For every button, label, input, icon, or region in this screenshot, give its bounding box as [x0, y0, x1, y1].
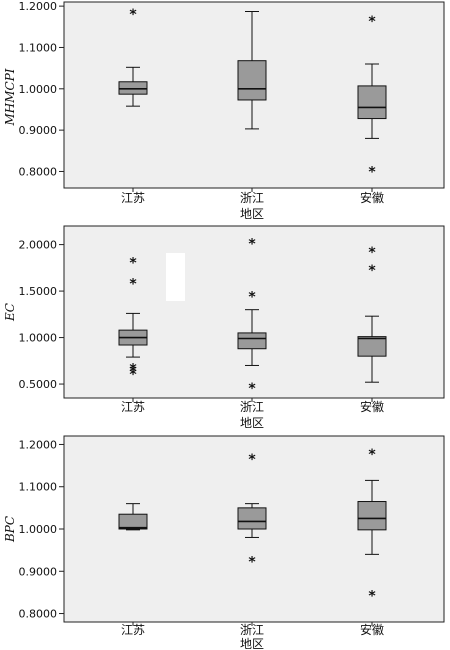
outlier-jiangsu: *	[129, 277, 137, 293]
x-tick-label-jiangsu: 江苏	[121, 623, 145, 637]
y-tick-label: 1.1000	[19, 481, 58, 494]
box-jiangsu	[118, 81, 148, 95]
outlier-jiangsu: *	[129, 367, 137, 383]
y-tick-label: 2.0000	[19, 239, 58, 252]
y-tick-label: 0.9000	[19, 565, 58, 578]
x-tick-label-jiangsu: 江苏	[121, 191, 145, 205]
panel-ec: EC 江苏 浙江 安徽 地区	[3, 225, 445, 430]
outlier-zhejiang: *	[248, 555, 256, 571]
x-tick-label-anhui: 安徽	[360, 399, 384, 414]
outlier-anhui: *	[368, 263, 376, 279]
y-axis-label: BPC	[3, 516, 17, 543]
outlier-jiangsu: *	[129, 7, 137, 23]
outlier-zhejiang: *	[248, 290, 256, 306]
y-tick-label: 1.2000	[19, 438, 58, 451]
box-zhejiang	[237, 332, 267, 350]
white-patch	[166, 253, 185, 301]
y-tick-label: 1.5000	[19, 285, 58, 298]
x-tick-label-anhui: 安徽	[360, 190, 384, 205]
y-axis-label: MHMCPI	[3, 68, 17, 126]
y-tick-label: 1.0000	[19, 523, 58, 536]
box-jiangsu	[118, 513, 148, 530]
y-tick-label: 1.2000	[19, 0, 58, 13]
y-tick-label: 0.5000	[19, 378, 58, 391]
outlier-anhui: *	[368, 245, 376, 261]
x-tick-label-zhejiang: 浙江	[240, 623, 264, 637]
x-axis-label: 地区	[240, 207, 264, 221]
y-axis-label: EC	[3, 303, 17, 322]
outlier-jiangsu: *	[129, 255, 137, 271]
outlier-anhui: *	[368, 589, 376, 605]
outlier-zhejiang: *	[248, 237, 256, 253]
outlier-anhui: *	[368, 165, 376, 181]
outlier-zhejiang: *	[248, 452, 256, 468]
y-tick-label: 0.8000	[19, 608, 58, 621]
x-tick-label-anhui: 安徽	[360, 622, 384, 637]
outlier-jiangsu: *	[129, 361, 137, 377]
box-zhejiang	[237, 507, 267, 530]
x-tick-label-zhejiang: 浙江	[240, 191, 264, 205]
panel-bpc: BPC 江苏 浙江 安徽 地区	[3, 435, 445, 650]
outlier-anhui: *	[368, 14, 376, 30]
y-tick-label: 1.0000	[19, 83, 58, 96]
box-anhui	[357, 501, 387, 531]
x-axis-label: 地区	[240, 416, 264, 430]
x-tick-label-zhejiang: 浙江	[240, 400, 264, 414]
y-tick-label: 0.8000	[19, 165, 58, 178]
box-anhui	[357, 85, 387, 120]
outlier-zhejiang: *	[248, 381, 256, 397]
y-tick-label: 1.1000	[19, 41, 58, 54]
box-zhejiang	[237, 60, 267, 101]
x-axis-label: 地区	[240, 637, 264, 650]
outlier-jiangsu: *	[129, 364, 137, 380]
y-tick-label: 1.0000	[19, 332, 58, 345]
x-tick-label-jiangsu: 江苏	[121, 400, 145, 414]
plot-area	[63, 225, 445, 399]
outlier-anhui: *	[368, 447, 376, 463]
y-tick-label: 0.9000	[19, 124, 58, 137]
box-anhui	[357, 336, 387, 357]
